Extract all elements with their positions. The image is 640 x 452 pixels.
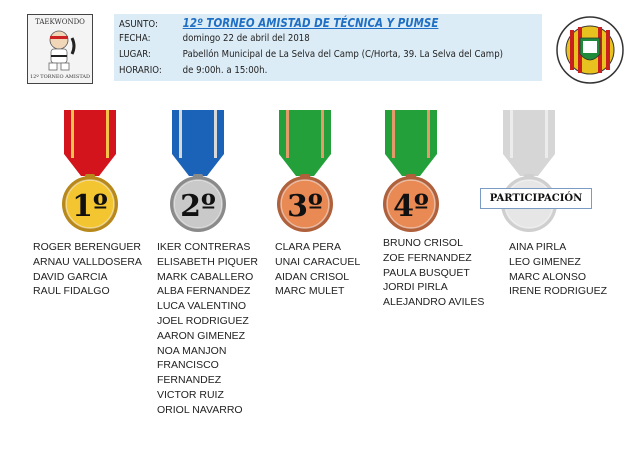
winner-name: ALBA FERNANDEZ: [157, 285, 251, 298]
winner-name: ARNAU VALLDOSERA: [33, 255, 142, 268]
info-row-date: FECHA: domingo 22 de abril del 2018: [119, 33, 310, 44]
winner-name: IRENE RODRIGUEZ: [509, 285, 608, 298]
event-info-box: ASUNTO: 12º TORNEO AMISTAD DE TÉCNICA Y P…: [114, 14, 542, 81]
ribbon: [385, 110, 437, 176]
winner-name: ORIOL NAVARRO: [157, 403, 243, 416]
winner-name: AINA PIRLA: [509, 241, 567, 253]
participation-badge: PARTICIPACIÓN: [480, 188, 592, 209]
winner-name: JOEL RODRIGUEZ: [157, 314, 249, 327]
winners-list-2: IKER CONTRERAS ELISABETH PIQUER MARK CABAL…: [157, 240, 258, 418]
info-row-schedule: HORARIO: de 9:00h. a 15:00h.: [119, 65, 267, 76]
winners-list-3: CLARA PERA UNAI CARACUEL AIDAN CRISOL MARC …: [275, 240, 360, 299]
winner-name: VICTOR RUIZ: [157, 388, 224, 401]
winner-name: ROGER BERENGUER: [33, 241, 141, 253]
club-logo: [556, 16, 624, 84]
winner-name: MARC ALONSO: [509, 270, 587, 283]
winner-name: FRANCISCO: [157, 359, 219, 372]
tournament-logo: TAEKWONDO 12º TORNEO AMISTAD: [27, 14, 93, 84]
logo-bottom-text: 12º TORNEO AMISTAD: [29, 74, 91, 80]
winner-name: RAUL FIDALGO: [33, 285, 110, 298]
winner-name: FERNANDEZ: [157, 374, 222, 387]
winner-name: MARK CABALLERO: [157, 270, 254, 283]
ribbon: [172, 110, 224, 176]
taekwondo-fighter-icon: [48, 30, 76, 71]
date-value: domingo 22 de abril del 2018: [182, 33, 310, 44]
medal-rank-label: 2º: [180, 189, 216, 224]
ribbon: [503, 110, 555, 176]
info-row-place: LUGAR: Pabellón Municipal de La Selva del…: [119, 49, 503, 60]
winners-list-5: AINA PIRLA LEO GIMENEZ MARC ALONSO IRENE RO…: [509, 240, 607, 299]
winner-name: AIDAN CRISOL: [275, 270, 350, 283]
winner-name: CLARA PERA: [275, 241, 341, 253]
winner-name: UNAI CARACUEL: [275, 255, 361, 268]
info-row-subject: ASUNTO: 12º TORNEO AMISTAD DE TÉCNICA Y P…: [119, 16, 438, 30]
winner-name: BRUNO CRISOL: [383, 237, 463, 249]
winner-name: PAULA BUSQUET: [383, 266, 470, 279]
winner-name: DAVID GARCIA: [33, 270, 108, 283]
winners-list-4: BRUNO CRISOL ZOE FERNANDEZ PAULA BUSQUET JO…: [383, 236, 484, 310]
participation-medal-icon: [501, 110, 557, 232]
medal-rank-label: 3º: [287, 189, 323, 224]
winner-name: ALEJANDRO AVILES: [383, 296, 485, 309]
winner-name: ZOE FERNANDEZ: [383, 251, 472, 264]
logo-top-text: TAEKWONDO: [35, 18, 85, 26]
ribbon: [64, 110, 116, 176]
place-value: Pabellón Municipal de La Selva del Camp …: [182, 49, 504, 60]
silver-medal-icon: 2º: [170, 110, 226, 232]
schedule-label: HORARIO:: [119, 65, 162, 76]
schedule-value: de 9:00h. a 15:00h.: [182, 65, 268, 76]
medal-rank-label: 4º: [393, 189, 429, 224]
bronze-medal-third-icon: 3º: [277, 110, 333, 232]
winner-name: IKER CONTRERAS: [157, 241, 251, 253]
winner-name: LEO GIMENEZ: [509, 255, 581, 268]
subject-label: ASUNTO:: [119, 19, 158, 30]
winner-name: NOA MANJON: [157, 344, 227, 357]
place-label: LUGAR:: [119, 49, 151, 60]
date-label: FECHA:: [119, 33, 151, 44]
gold-medal-icon: 1º: [62, 110, 118, 232]
winner-name: MARC MULET: [275, 285, 345, 298]
winner-name: AARON GIMENEZ: [157, 329, 246, 342]
bronze-medal-fourth-icon: 4º: [383, 110, 439, 232]
medal-rank-label: 1º: [72, 189, 108, 224]
winner-name: LUCA VALENTINO: [157, 300, 247, 313]
winner-name: JORDI PIRLA: [383, 281, 448, 294]
winners-list-1: ROGER BERENGUER ARNAU VALLDOSERA DAVID GAR…: [33, 240, 142, 299]
event-title: 12º TORNEO AMISTAD DE TÉCNICA Y PUMSE: [182, 16, 439, 30]
ribbon: [279, 110, 331, 176]
winner-name: ELISABETH PIQUER: [157, 255, 258, 268]
